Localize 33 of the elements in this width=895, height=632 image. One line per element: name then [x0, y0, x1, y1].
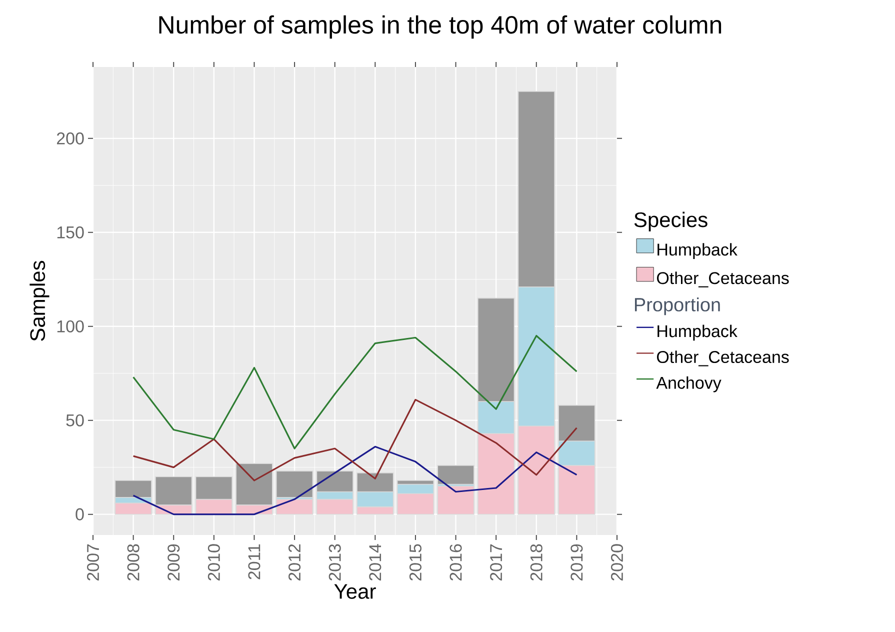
x-tick-label: 2019	[570, 544, 583, 580]
bar	[437, 465, 474, 485]
x-tick-label: 2015	[409, 544, 422, 580]
x-tick-label: 2014	[369, 544, 382, 580]
y-axis-title: Samples	[30, 260, 50, 341]
y-tick-label: 100	[57, 320, 84, 332]
legend-label: Other_Cetaceans	[656, 350, 789, 366]
y-tick-label: 150	[57, 226, 84, 238]
legend-label: Other_Cetaceans	[656, 272, 789, 288]
x-tick-label: 2012	[288, 544, 301, 580]
legend-title: Species	[634, 212, 708, 232]
y-tick-label: 200	[56, 132, 84, 144]
x-tick-label: 2016	[450, 544, 462, 580]
x-axis-title: Year	[334, 584, 376, 599]
x-tick-label: 2013	[328, 544, 341, 580]
y-tick-label: 50	[66, 414, 84, 426]
x-tick-label: 2008	[127, 544, 140, 580]
text: Proportion	[634, 297, 720, 316]
x-tick-label: 2010	[208, 544, 220, 580]
legend-label: Anchovy	[656, 376, 722, 392]
legend-label: Humpback	[658, 243, 738, 260]
x-tick-label: 2011	[248, 544, 260, 580]
y-tick-label: 0	[76, 508, 84, 520]
x-tick-label: 2017	[490, 544, 502, 580]
chart-title: Number of samples in the top 40m of water column	[159, 15, 722, 39]
x-tick-label: 2020	[610, 544, 624, 580]
line-series	[132, 334, 578, 450]
x-tick-label: 2018	[530, 544, 542, 580]
x-tick-label: 2007	[86, 544, 100, 580]
legend-label: Humpback	[658, 324, 738, 341]
x-tick-label: 2009	[168, 544, 180, 580]
line-series	[132, 398, 578, 482]
bar	[437, 486, 474, 515]
